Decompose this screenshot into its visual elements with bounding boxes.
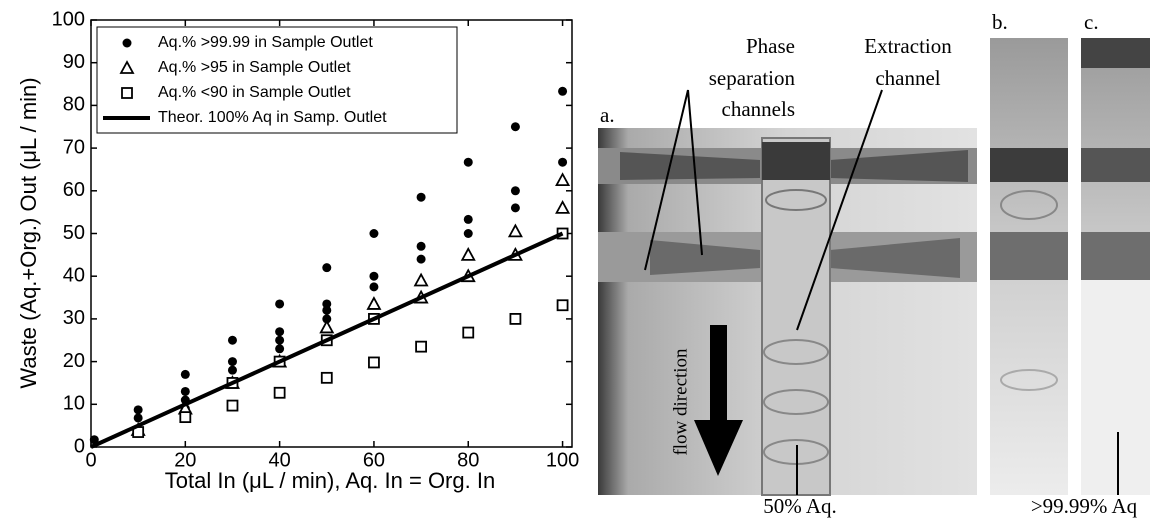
point xyxy=(227,365,237,375)
y-tick-label: 40 xyxy=(63,264,85,286)
point xyxy=(322,299,332,309)
annotation: separation xyxy=(709,66,796,90)
point xyxy=(275,299,285,309)
y-tick-label: 30 xyxy=(63,307,85,329)
panel-label: b. xyxy=(992,10,1008,34)
point xyxy=(366,296,382,310)
photo-a xyxy=(598,128,977,496)
photo-b xyxy=(990,38,1068,495)
point xyxy=(273,386,286,399)
point xyxy=(555,200,571,214)
point xyxy=(369,282,379,292)
point xyxy=(507,223,523,238)
point xyxy=(463,214,473,224)
x-tick-label: 100 xyxy=(546,449,579,471)
x-tick-label: 40 xyxy=(269,449,291,471)
point xyxy=(558,86,568,96)
point xyxy=(416,254,426,264)
annotation: channels xyxy=(722,97,795,121)
point xyxy=(275,335,285,345)
point xyxy=(322,314,332,324)
y-axis-label: Waste (Aq.+Org.) Out (μL / min) xyxy=(16,77,41,388)
legend-swatch xyxy=(122,38,132,48)
point xyxy=(416,192,426,202)
y-tick-label: 10 xyxy=(63,393,85,415)
panel-label: a. xyxy=(600,103,615,127)
point xyxy=(368,356,380,369)
point xyxy=(369,229,379,238)
point xyxy=(510,122,520,132)
point xyxy=(369,271,379,281)
point xyxy=(133,405,143,415)
point xyxy=(180,386,190,396)
point xyxy=(180,369,190,379)
y-tick-label: 20 xyxy=(63,350,85,372)
annotation: Extraction xyxy=(864,34,952,58)
legend xyxy=(96,26,458,134)
point xyxy=(320,371,333,384)
point xyxy=(416,241,426,251)
x-tick-label: 60 xyxy=(363,449,385,471)
point xyxy=(179,411,192,424)
y-tick-label: 60 xyxy=(63,179,85,201)
pointer-lines xyxy=(644,89,1119,495)
y-tick-label: 50 xyxy=(63,222,85,244)
point xyxy=(275,327,285,337)
point xyxy=(322,263,332,273)
legend-swatch xyxy=(121,87,133,99)
y-tick-label: 0 xyxy=(74,435,85,457)
annotation: flow direction xyxy=(670,348,691,456)
point xyxy=(413,272,429,287)
point xyxy=(555,172,571,187)
x-tick-label: 20 xyxy=(174,449,196,471)
legend-swatch xyxy=(119,60,135,74)
point xyxy=(462,326,475,339)
legend-label: Aq.% >95 in Sample Outlet xyxy=(158,59,351,76)
x-tick-label: 0 xyxy=(85,449,96,471)
panel-label: c. xyxy=(1084,10,1099,34)
y-tick-label: 70 xyxy=(63,136,85,158)
point xyxy=(510,186,520,196)
theory-line xyxy=(90,231,564,449)
annotation: 50% Aq. xyxy=(763,494,837,518)
photo-c xyxy=(1081,38,1150,495)
y-tick-label: 100 xyxy=(52,8,85,30)
point xyxy=(275,344,285,354)
y-tick-label: 90 xyxy=(63,51,85,73)
x-tick-label: 80 xyxy=(457,449,479,471)
point xyxy=(558,157,568,167)
point xyxy=(556,299,569,312)
point xyxy=(463,157,473,167)
x-axis-label: Total In (μL / min), Aq. In = Org. In xyxy=(165,468,495,493)
point xyxy=(133,413,143,423)
point xyxy=(227,357,237,367)
point xyxy=(319,319,335,334)
annotation: channel xyxy=(875,66,940,90)
legend-label: Aq.% >99.99 in Sample Outlet xyxy=(158,34,373,51)
point xyxy=(463,229,473,238)
point xyxy=(89,435,99,445)
point xyxy=(227,335,237,345)
legend-label: Aq.% <90 in Sample Outlet xyxy=(158,84,351,101)
point xyxy=(460,246,476,261)
annotation: >99.99% Aq xyxy=(1031,494,1138,518)
point xyxy=(509,312,522,325)
point xyxy=(322,305,332,315)
point xyxy=(415,340,427,353)
annotation: Phase xyxy=(746,34,795,58)
point xyxy=(510,203,520,213)
legend-label: Theor. 100% Aq in Samp. Outlet xyxy=(158,109,387,126)
y-tick-label: 80 xyxy=(63,94,85,116)
point xyxy=(226,399,239,412)
